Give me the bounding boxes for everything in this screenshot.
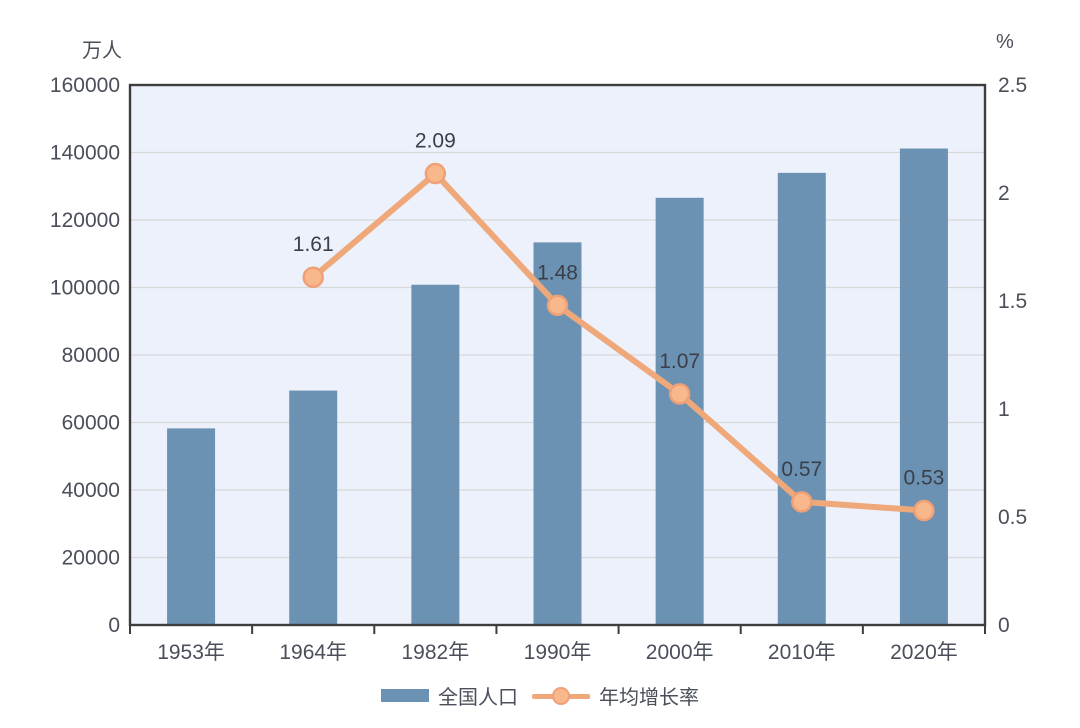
legend-label-growth-rate: 年均增长率	[599, 687, 699, 709]
x-axis-label-2000年: 2000年	[646, 641, 714, 664]
right-axis-tick-label: 0.5	[998, 506, 1027, 529]
data-label-2010年: 0.57	[781, 458, 822, 481]
data-label-2000年: 1.07	[659, 350, 700, 373]
plot-border	[128, 83, 987, 627]
right-axis-unit-label: %	[996, 31, 1014, 53]
x-axis-label-1990年: 1990年	[524, 641, 592, 664]
left-axis-unit-label: 万人	[82, 40, 122, 62]
bar-1964年	[289, 390, 338, 625]
left-axis-tick-label: 140000	[50, 142, 120, 165]
bar-2020年	[899, 148, 948, 626]
marker-2000年	[668, 383, 691, 405]
growth-rate-line	[310, 170, 927, 514]
legend-label-population: 全国人口	[438, 687, 518, 709]
legend-item-growth-rate: 年均增长率	[532, 681, 699, 710]
marker-2010年	[791, 491, 813, 513]
left-axis-tick-label: 100000	[50, 277, 120, 300]
right-axis-tick-label: 0	[998, 614, 1010, 637]
line-swatch-marker-icon	[552, 686, 570, 705]
left-axis-tick-label: 0	[108, 614, 120, 637]
right-axis-tick-label: 2.5	[998, 74, 1027, 97]
right-axis-tick-label: 2	[998, 182, 1010, 205]
x-axis-label-1982年: 1982年	[401, 641, 469, 664]
line-series-swatch	[532, 686, 590, 705]
data-label-2020年: 0.53	[903, 467, 944, 490]
right-axis-tick-label: 1.5	[998, 290, 1027, 313]
left-axis-tick-label: 120000	[50, 209, 120, 232]
legend-item-population: 全国人口	[381, 681, 518, 710]
right-axis-tick-label: 1	[998, 398, 1010, 421]
x-axis-label-2010年: 2010年	[768, 641, 836, 664]
data-label-1982年: 2.09	[415, 130, 456, 153]
bar-1953年	[167, 428, 216, 625]
marker-1982年	[424, 162, 447, 185]
bar-2010年	[777, 172, 826, 626]
data-label-1990年: 1.48	[537, 261, 578, 284]
legend: 全国人口 年均增长率	[0, 681, 1080, 710]
left-axis-tick-label: 40000	[62, 479, 120, 502]
x-axis-label-2020年: 2020年	[890, 641, 958, 664]
marker-1990年	[546, 294, 569, 317]
left-axis-tick-label: 60000	[62, 412, 120, 435]
marker-1964年	[302, 266, 324, 288]
left-axis-tick-label: 160000	[50, 74, 120, 97]
data-label-1964年: 1.61	[293, 233, 334, 256]
x-axis-label-1953年: 1953年	[157, 641, 225, 664]
x-axis-label-1964年: 1964年	[279, 641, 347, 664]
bar-1982年	[411, 284, 460, 625]
bar-series-swatch	[381, 689, 429, 702]
left-axis-tick-label: 20000	[62, 547, 120, 570]
left-axis-tick-label: 80000	[62, 344, 120, 367]
marker-2020年	[913, 499, 935, 522]
